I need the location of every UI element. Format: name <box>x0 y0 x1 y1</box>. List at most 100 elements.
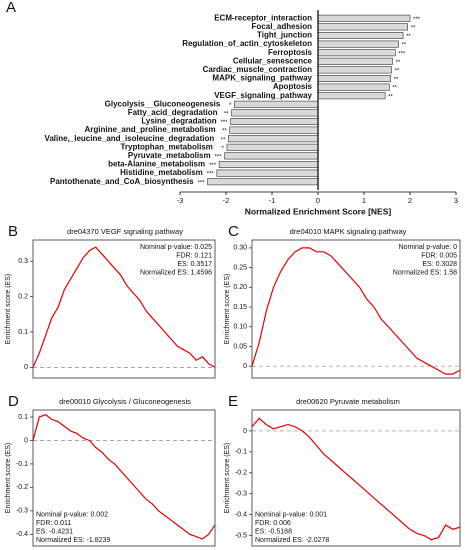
category-label: Pantothenate_and_CoA_biosynthesis <box>50 177 194 186</box>
category-label: MAPK_signaling_pathway <box>212 74 312 83</box>
significance-label: *** <box>207 172 215 178</box>
category-label: Glycolysis__Gluconeogenesis <box>105 99 221 108</box>
category-label: Ferroptosis <box>268 48 313 57</box>
significance-label: *** <box>209 163 217 169</box>
y-axis-label: Enrichment score (ES) <box>5 443 12 513</box>
stat-annotation: Nominal p-value: 0.001 <box>255 511 327 518</box>
panel-letter: A <box>6 0 16 16</box>
es-curve <box>251 247 461 375</box>
y-tick-label: 0.30 <box>233 245 247 252</box>
stat-annotation: FDR: 0.006 <box>255 520 291 527</box>
bar <box>231 109 319 117</box>
bar <box>216 169 319 177</box>
significance-label: ** <box>388 94 393 100</box>
y-tick-label: 0.25 <box>233 264 247 271</box>
bar <box>317 49 396 57</box>
x-tick-label: 1 <box>362 196 366 205</box>
stat-annotation: Normalized ES: -1.8239 <box>36 537 110 544</box>
y-tick-label: -0.3 <box>235 491 247 498</box>
es-curve <box>32 414 216 540</box>
es-curve <box>32 246 216 368</box>
y-tick-label: 0.1 <box>18 329 28 336</box>
category-label: Lysine_degradation <box>141 117 216 126</box>
category-label: Histidine_metabolism <box>120 168 203 177</box>
significance-label: ** <box>221 137 226 143</box>
x-tick-label: -2 <box>223 196 230 205</box>
y-tick-label: 0.2 <box>18 293 28 300</box>
panel-title: dre00620 Pyruvate metabolism <box>296 397 400 406</box>
significance-label: ** <box>224 111 229 117</box>
bar <box>317 66 392 74</box>
y-axis-label: Enrichment score (ES) <box>224 274 231 344</box>
category-label: Cellular_senescence <box>233 56 313 65</box>
plot-frame <box>251 409 461 547</box>
plot-frame <box>32 239 216 379</box>
y-tick-label: 0 <box>243 363 247 370</box>
significance-label: ** <box>222 129 227 135</box>
category-label: VEGF_signaling_pathway <box>214 91 312 100</box>
category-label: Tryptophan_metabolism <box>120 142 212 151</box>
y-axis-label: Enrichment score (ES) <box>224 443 231 513</box>
stat-annotation: ES: -0.5188 <box>255 528 292 535</box>
category-label: Focal_adhesion <box>252 22 313 31</box>
panel-title: dre04010 MAPK signaling pathway <box>290 227 407 236</box>
stat-annotation: Nominal p-value: 0.025 <box>140 244 212 251</box>
x-tick-label: -3 <box>177 196 184 205</box>
bar <box>230 118 319 126</box>
bar <box>233 100 319 108</box>
y-tick-label: 0 <box>243 428 247 435</box>
y-tick-label: 0.20 <box>233 284 247 291</box>
bar <box>224 152 319 160</box>
stat-annotation: ES: 0.3517 <box>177 261 212 268</box>
es-curve <box>251 417 461 541</box>
y-tick-label: 0.10 <box>233 324 247 331</box>
bar <box>317 57 393 65</box>
significance-label: ** <box>394 77 399 83</box>
bar <box>228 135 319 143</box>
y-tick-label: 0.1 <box>18 414 28 421</box>
significance-label: *** <box>221 120 229 126</box>
stat-annotation: Normalized ES: 1.4596 <box>140 269 212 276</box>
panel-title: dre04370 VEGF signaling pathway <box>67 227 183 236</box>
bar <box>317 83 390 91</box>
category-label: Arginine_and_proline_metabolism <box>85 125 216 134</box>
category-label: Apoptosis <box>273 82 313 91</box>
plot-frame <box>251 239 461 379</box>
category-label: Tight_junction <box>257 31 312 40</box>
significance-label: *** <box>215 154 223 160</box>
x-axis-label: Normalized Enrichment Score [NES] <box>245 206 392 216</box>
bar <box>226 143 319 151</box>
y-tick-label: -0.2 <box>16 484 28 491</box>
category-label: Regulation_of_actin_cytoskeleton <box>182 39 312 48</box>
significance-label: *** <box>198 180 206 186</box>
y-tick-label: 0.3 <box>18 258 28 265</box>
y-tick-label: -0.1 <box>16 461 28 468</box>
stat-annotation: ES: -0.4231 <box>36 528 73 535</box>
y-tick-label: -0.3 <box>16 508 28 515</box>
category-label: Valine,_leucine_and_isoleucine_degradati… <box>44 134 214 143</box>
panel-letter: B <box>8 223 18 240</box>
y-tick-label: -0.2 <box>235 470 247 477</box>
bar <box>317 31 404 39</box>
bar <box>317 75 391 83</box>
y-tick-label: -0.4 <box>235 511 247 518</box>
x-tick-label: 3 <box>454 196 458 205</box>
bar <box>317 92 386 100</box>
significance-label: ** <box>392 86 397 92</box>
category-label: Pyruvate_metabolism <box>128 151 211 160</box>
y-tick-label: -0.1 <box>235 449 247 456</box>
significance-label: ** <box>396 60 401 66</box>
significance-label: * <box>229 103 232 109</box>
stat-annotation: Nominal p-value: 0 <box>399 244 457 251</box>
plot-frame <box>32 409 216 547</box>
panel-letter: D <box>8 393 19 410</box>
bar <box>218 161 319 169</box>
bar <box>317 23 408 31</box>
stat-annotation: FDR: 0.121 <box>176 252 212 259</box>
significance-label: *** <box>413 17 421 23</box>
x-tick-label: 0 <box>316 196 320 205</box>
panel-letter: E <box>228 393 238 410</box>
panel-letter: C <box>228 223 239 240</box>
significance-label: * <box>222 146 225 152</box>
significance-label: *** <box>398 51 406 57</box>
